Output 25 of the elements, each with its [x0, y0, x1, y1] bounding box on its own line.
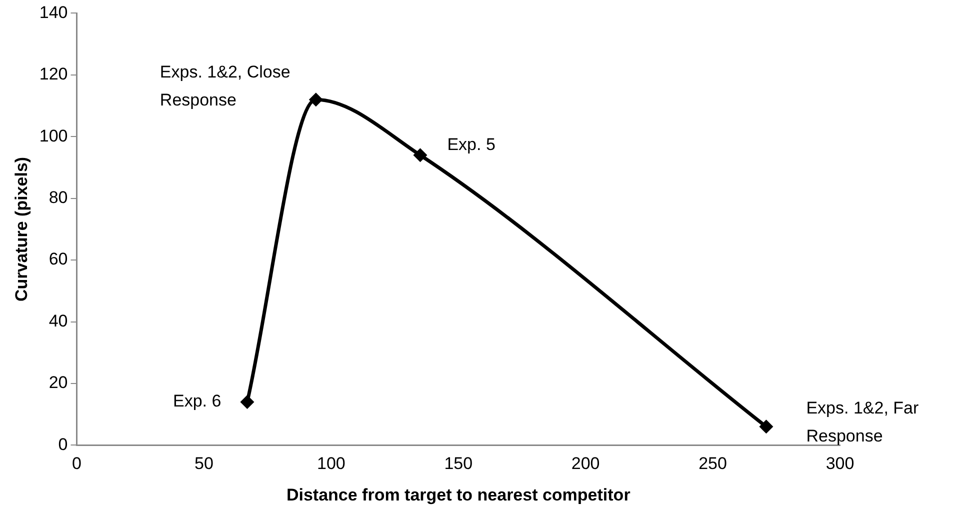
x-tick-label: 100 [316, 454, 346, 474]
x-tick-label: 0 [72, 454, 82, 474]
point [308, 92, 323, 107]
annotation: Exp. 6 [173, 392, 222, 411]
y-tick-label: 80 [48, 188, 68, 208]
x-tick-label: 250 [698, 454, 727, 474]
x-axis-title: Distance from target to nearest competitor [286, 485, 631, 504]
y-tick-label: 100 [39, 126, 68, 146]
point [240, 395, 254, 409]
x-tick-label: 300 [826, 454, 854, 474]
x-tick-label: 150 [444, 454, 473, 474]
y-tick-label: 120 [39, 64, 68, 84]
y-axis-title: Curvature (pixels) [12, 156, 31, 302]
point [413, 148, 428, 162]
annotation: Exps. 1&2, Far Response [806, 398, 919, 446]
annotation: Exps. 1&2, Close Response [160, 62, 290, 110]
y-tick-label: 20 [48, 373, 68, 392]
y-tick-label: 60 [48, 250, 68, 269]
y-tick-label: 0 [58, 434, 68, 454]
annotation: Exp. 5 [447, 134, 496, 154]
y-tick-label: 140 [39, 2, 68, 22]
point [759, 420, 774, 434]
x-tick-label: 200 [571, 454, 600, 474]
y-tick-label: 40 [48, 311, 68, 330]
x-tick-label: 50 [194, 454, 214, 474]
